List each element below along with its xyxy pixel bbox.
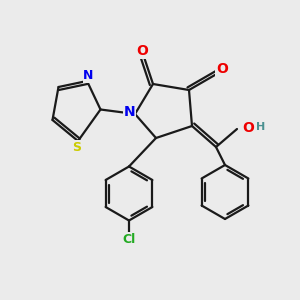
Text: S: S bbox=[72, 141, 81, 154]
Text: H: H bbox=[256, 122, 265, 133]
Text: Cl: Cl bbox=[122, 233, 136, 246]
Text: N: N bbox=[124, 105, 135, 118]
Text: O: O bbox=[216, 62, 228, 76]
Text: O: O bbox=[242, 121, 254, 134]
Text: N: N bbox=[83, 69, 94, 82]
Text: O: O bbox=[136, 44, 148, 58]
